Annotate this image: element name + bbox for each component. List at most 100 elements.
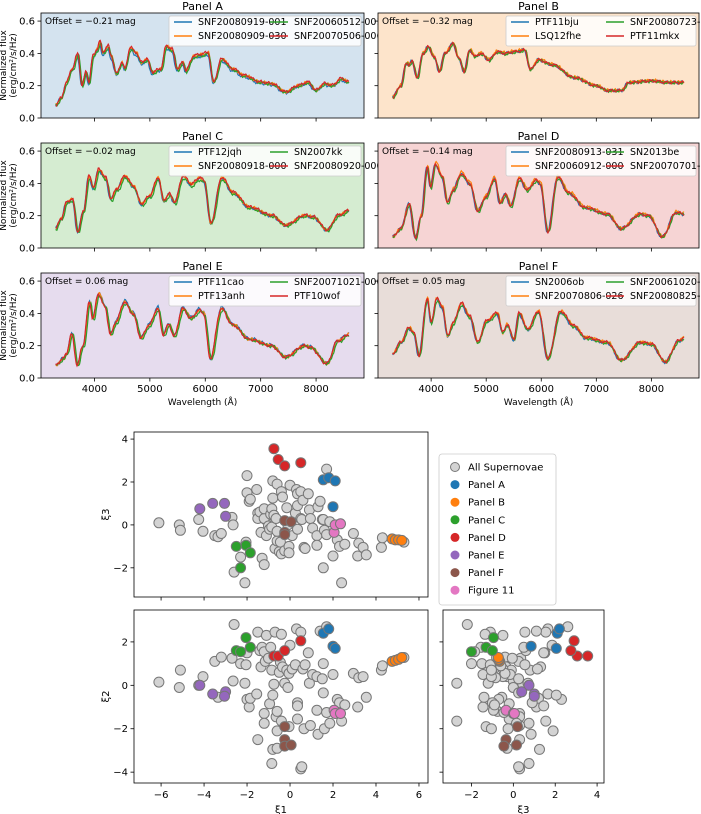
legend-label: SNF20070506-006 <box>294 31 383 42</box>
y-tick-label: 0.4 <box>19 179 35 190</box>
legend-label: SNF20080825-010 <box>630 291 701 302</box>
point-all-supernovae <box>317 562 329 574</box>
legend-label: SNF20070701-005 <box>630 161 701 172</box>
point-panel-b <box>492 652 504 663</box>
point-all-supernovae <box>281 502 293 514</box>
x-tick-label: −4 <box>197 790 212 801</box>
y-tick-label: 2 <box>122 637 128 648</box>
point-all-supernovae <box>292 713 303 725</box>
point-panel-f <box>285 739 297 751</box>
point-all-supernovae <box>304 720 316 731</box>
legend-label: SNF20071021-000 <box>294 277 383 288</box>
x-tick-label: 0 <box>287 790 293 801</box>
point-all-supernovae <box>357 671 369 683</box>
point-all-supernovae <box>314 495 326 507</box>
point-all-supernovae <box>525 728 537 740</box>
point-all-supernovae <box>239 577 251 589</box>
legend-label: SNF20061020-000 <box>630 277 701 288</box>
legend-marker <box>450 568 460 578</box>
point-panel-f <box>285 516 297 528</box>
axes-frame <box>40 12 365 119</box>
x-tick-label: 0 <box>510 790 516 801</box>
point-all-supernovae <box>360 549 372 561</box>
point-panel-c <box>244 547 256 559</box>
axes-frame <box>133 431 429 598</box>
offset-annotation: Offset = −0.14 mag <box>382 147 473 157</box>
point-all-supernovae <box>153 517 165 529</box>
y-tick-label: 0.0 <box>19 244 35 255</box>
point-all-supernovae <box>316 673 328 685</box>
point-panel-e <box>194 679 206 691</box>
legend-box <box>168 145 362 177</box>
y-tick-label: 0.6 <box>19 17 35 28</box>
point-panel-c <box>235 562 247 574</box>
point-panel-e <box>207 497 219 509</box>
point-panel-e <box>194 503 206 515</box>
point-all-supernovae <box>376 660 388 672</box>
point-panel-a <box>329 475 341 487</box>
point-all-supernovae <box>339 538 351 550</box>
y-tick-label: 0.2 <box>19 341 35 352</box>
x-axis-label: Wavelength (Å) <box>504 396 573 408</box>
legend-label: SNF20080913-031 <box>535 147 624 158</box>
point-panel-d <box>565 645 577 657</box>
spectrum-panel-e: Panel E 4000 5000 6000 7000 8000 0.0 0.2 0.4 0.6 N… <box>0 260 383 408</box>
legend-label: SN2007kk <box>294 147 343 158</box>
spectrum-line-4 <box>55 167 350 234</box>
x-tick-label: 4 <box>373 790 379 801</box>
point-all-supernovae <box>252 734 264 746</box>
point-all-supernovae <box>215 528 227 539</box>
y-tick-label: 0.2 <box>19 211 35 222</box>
y-tick-label: −2 <box>113 563 128 574</box>
legend-label: SNF20060912-000 <box>535 161 624 172</box>
point-all-supernovae <box>540 626 552 638</box>
point-all-supernovae <box>292 523 303 535</box>
point-all-supernovae <box>375 541 387 553</box>
x-tick-label: −2 <box>240 790 255 801</box>
point-all-supernovae <box>283 547 295 559</box>
point-all-supernovae <box>466 658 477 670</box>
point-panel-c <box>235 646 247 658</box>
y-axis-unit: (erg/cm²/s/Hz) <box>9 163 19 227</box>
point-all-supernovae <box>304 513 316 524</box>
point-panel-a <box>525 640 537 652</box>
legend-marker <box>450 480 460 490</box>
point-panel-d <box>272 454 284 465</box>
legend-marker <box>450 585 460 595</box>
point-all-supernovae <box>327 550 339 562</box>
y-tick-label: −2 <box>113 724 128 735</box>
point-all-supernovae <box>173 682 185 693</box>
panel-title: Panel F <box>519 260 559 273</box>
spectrum-line-4 <box>392 296 685 364</box>
point-all-supernovae <box>299 543 311 554</box>
point-all-supernovae <box>174 524 186 536</box>
point-all-supernovae <box>513 761 525 773</box>
axes-frame <box>377 272 700 379</box>
point-all-supernovae <box>550 689 562 701</box>
point-all-supernovae <box>271 705 283 717</box>
y-tick-label: 0.0 <box>19 114 35 125</box>
point-all-supernovae <box>461 619 473 630</box>
point-all-supernovae <box>227 675 239 687</box>
point-all-supernovae <box>258 559 270 571</box>
point-all-supernovae <box>352 701 364 713</box>
x-axis-label: Wavelength (Å) <box>168 396 237 408</box>
y-axis-unit: (erg/cm²/s/Hz) <box>9 33 19 97</box>
panel-title: Panel E <box>182 260 222 273</box>
legend-box <box>505 275 697 307</box>
axes-frame <box>40 272 365 379</box>
point-panel-e <box>523 679 535 691</box>
point-all-supernovae <box>547 725 559 737</box>
point-panel-a <box>323 623 335 635</box>
legend-label: PTF10wof <box>294 291 341 302</box>
point-all-supernovae <box>258 717 270 729</box>
point-all-supernovae <box>267 689 279 701</box>
point-all-supernovae <box>228 619 240 630</box>
point-all-supernovae <box>268 678 280 690</box>
legend: PTF12jqh SNF20080918-000 SN2007kk SNF200809… <box>168 145 383 177</box>
legend-marker <box>450 515 460 525</box>
legend-label: Panel D <box>468 533 506 544</box>
y-tick-label: 0.6 <box>19 147 35 158</box>
scatter-xi1-xi3: −2 0 2 4 ξ3 <box>101 431 429 601</box>
